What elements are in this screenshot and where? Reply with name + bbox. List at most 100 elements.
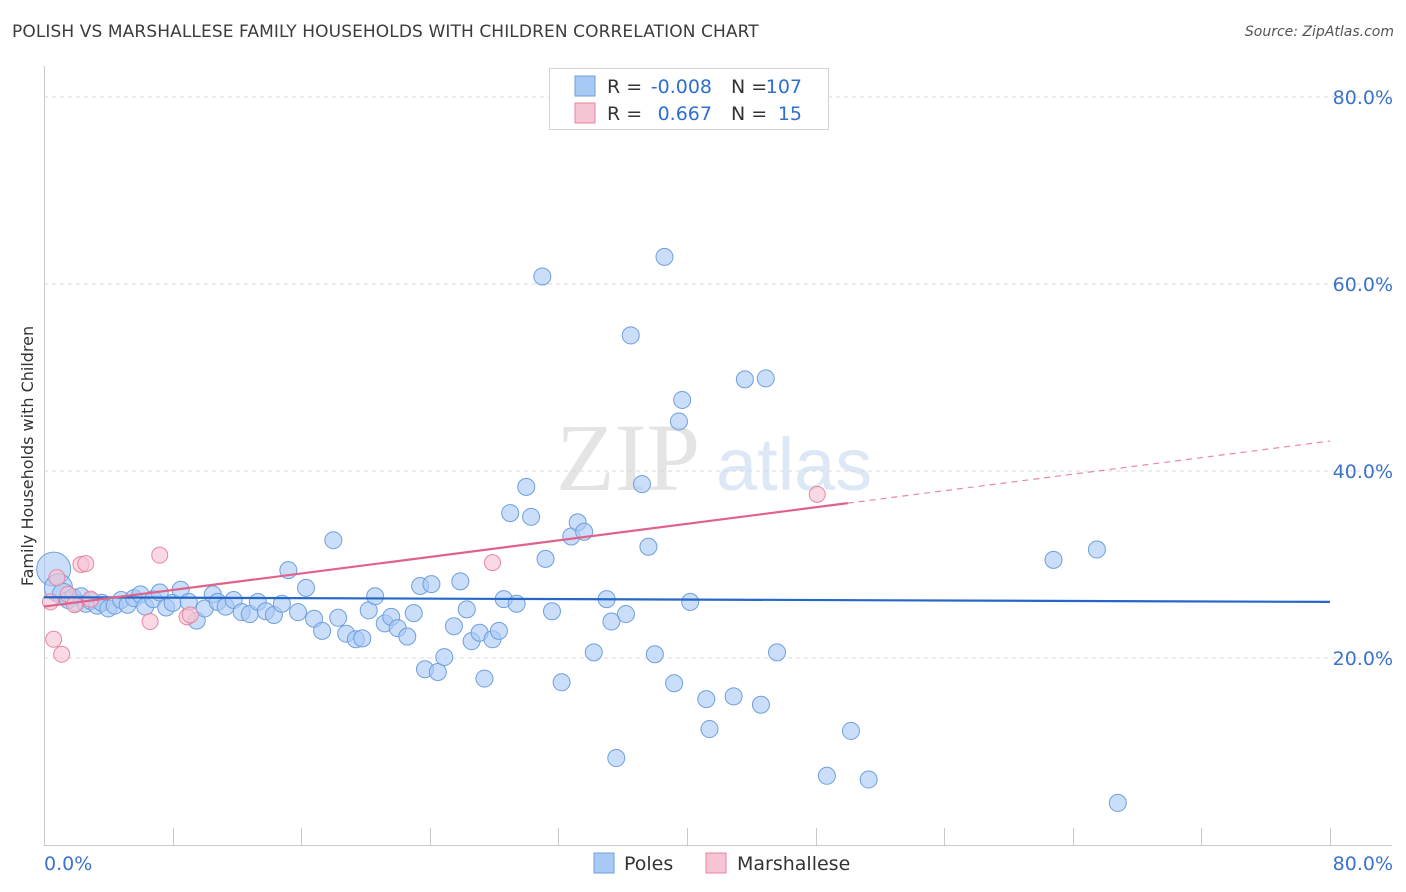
poles-point (297, 578, 316, 597)
poles-point (584, 643, 603, 662)
bottom-legend-label-marshallese: Marshallese (737, 853, 850, 875)
bottom-legend-swatch-marshallese (705, 852, 727, 874)
legend-box-frame (549, 68, 829, 130)
marshallese-point (77, 555, 95, 573)
poles-point (522, 507, 541, 526)
poles-point (451, 572, 470, 591)
poles-point (768, 643, 787, 662)
poles-point (1087, 540, 1106, 559)
legend-n-label-poles: N = (731, 76, 767, 98)
legend-swatch-poles (574, 75, 596, 97)
poles-point (272, 594, 291, 613)
marshallese-point (66, 596, 84, 614)
x-tick-label-max: 80.0% (1333, 853, 1393, 875)
y-axis-label: Family Households with Children (18, 326, 37, 586)
legend-swatch-marshallese (574, 102, 596, 124)
bottom-legend: Poles Marshallese (593, 852, 850, 875)
legend-r-value-poles: -0.008 (651, 76, 712, 98)
poles-point (669, 412, 688, 431)
legend-r-value-marshallese: 0.667 (658, 103, 712, 125)
poles-point (735, 370, 754, 389)
legend-r-label-marshallese: R = (607, 103, 642, 125)
poles-point (859, 770, 878, 789)
grid-lines (44, 96, 1392, 659)
marshallese-points (41, 485, 826, 663)
poles-point (1108, 793, 1127, 812)
poles-point (329, 608, 348, 627)
poles-point (756, 369, 775, 388)
poles-point (645, 645, 664, 664)
poles-point (751, 695, 770, 714)
poles-point (457, 600, 476, 619)
poles-point (435, 648, 454, 667)
axes (44, 66, 1392, 846)
y-tick-labels: 20.0% 40.0% 60.0% 80.0% (1333, 87, 1393, 670)
poles-point (697, 690, 716, 709)
legend-r-label-poles: R = (607, 76, 642, 98)
poles-point (517, 477, 536, 496)
poles-point (817, 766, 836, 785)
marshallese-point (181, 606, 199, 624)
y-tick-label-20: 20.0% (1333, 648, 1393, 670)
poles-point (681, 592, 700, 611)
poles-point (621, 326, 640, 345)
poles-point (288, 603, 307, 622)
poles-point (507, 594, 526, 613)
marshallese-point (483, 554, 501, 572)
marshallese-point (45, 630, 63, 648)
poles-trend-line (43, 596, 1331, 604)
x-ticks (173, 828, 1331, 845)
marshallese-trend-extension (847, 440, 1331, 504)
poles-point (665, 674, 684, 693)
legend-n-value-marshallese: 15 (778, 103, 802, 125)
legend-n-label-marshallese: N = (731, 103, 767, 125)
marshallese-point (151, 546, 169, 564)
poles-point (366, 587, 385, 606)
poles-point (313, 621, 332, 640)
poles-point (324, 531, 343, 550)
poles-point (1044, 550, 1063, 569)
marshallese-trend-line (43, 502, 848, 608)
chart-title: POLISH VS MARSHALLESE FAMILY HOUSEHOLDS … (12, 22, 759, 42)
poles-point (404, 604, 423, 623)
legend-n-value-poles: 107 (766, 76, 802, 98)
poles-point (552, 673, 571, 692)
marshallese-point (53, 645, 71, 663)
poles-point (542, 602, 561, 621)
bottom-legend-swatch-poles (593, 852, 615, 874)
poles-point (602, 612, 621, 631)
poles-point (533, 267, 552, 286)
marshallese-point (808, 485, 826, 503)
poles-point (673, 390, 692, 409)
bottom-legend-label-poles: Poles (624, 853, 673, 875)
watermark-atlas: atlas (716, 423, 872, 506)
x-tick-labels: 0.0% 80.0% (44, 853, 1393, 875)
y-tick-label-40: 40.0% (1333, 461, 1393, 483)
poles-point (444, 617, 463, 636)
poles-point (353, 629, 372, 648)
poles-point (428, 663, 447, 682)
poles-points (36, 247, 1127, 812)
poles-point (841, 721, 860, 740)
poles-point (536, 549, 555, 568)
poles-point (475, 669, 494, 688)
x-tick-label-min: 0.0% (44, 853, 92, 875)
chart-source: Source: ZipAtlas.com (1244, 24, 1394, 40)
poles-point (639, 537, 658, 556)
y-tick-label-80: 80.0% (1333, 87, 1393, 109)
poles-point (398, 627, 417, 646)
y-tick-label-60: 60.0% (1333, 274, 1393, 296)
poles-point (724, 687, 743, 706)
poles-point (616, 605, 635, 624)
trend-lines (43, 440, 1331, 608)
marshallese-point (48, 569, 66, 587)
legend-box: R = -0.008 N = 107 R = 0.667 N = 15 (549, 68, 829, 130)
poles-point (489, 621, 508, 640)
poles-point (422, 575, 441, 594)
poles-point (655, 247, 674, 266)
poles-point (501, 504, 520, 523)
poles-point (700, 720, 719, 739)
poles-point (607, 749, 626, 768)
poles-point (632, 475, 651, 494)
